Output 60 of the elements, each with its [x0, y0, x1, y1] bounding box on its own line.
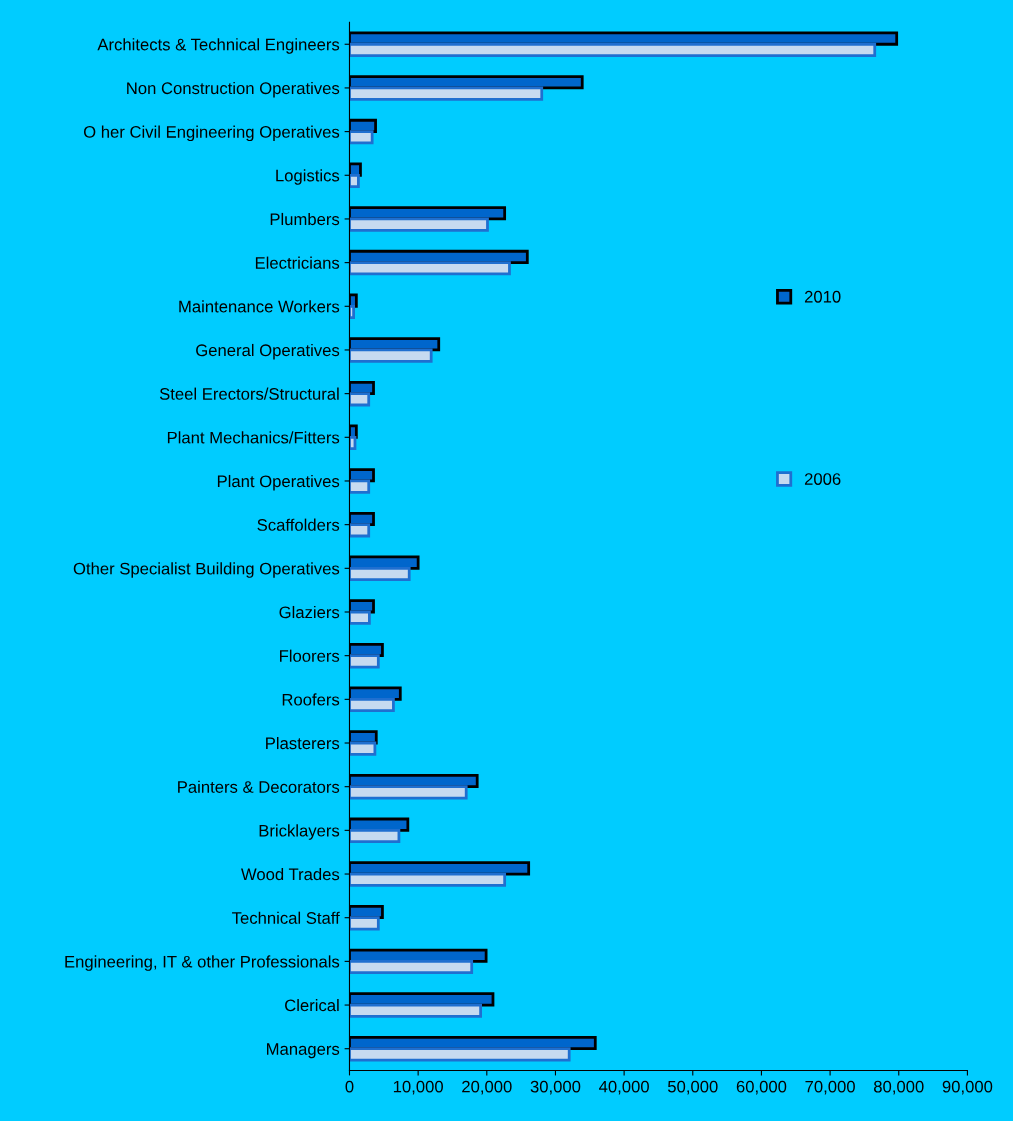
bar — [349, 479, 371, 494]
bar — [349, 785, 468, 800]
bar — [349, 523, 371, 538]
y-tick-label: Scaffolders — [257, 518, 340, 531]
bar — [349, 697, 395, 713]
y-tick-label: Engineering, IT & other Professionals — [65, 955, 340, 971]
y-tick-label: Plant Operatives — [217, 474, 340, 491]
y-tick-label: Maintenance Workers — [179, 300, 340, 313]
y-tick-label: Bricklayers — [259, 824, 340, 840]
bar — [349, 348, 433, 363]
bar — [349, 304, 355, 320]
bar — [349, 872, 507, 887]
y-tick-label: Plumbers — [270, 212, 340, 226]
bar — [349, 828, 401, 844]
bar — [349, 261, 511, 276]
y-tick-label: Plant Mechanics/Fitters — [167, 431, 340, 444]
y-tick-label: General Operatives — [196, 343, 340, 360]
y-tick-label: Managers — [267, 1043, 340, 1059]
x-tick-label: 80,000 — [873, 1080, 924, 1095]
x-tick-label: 0 — [345, 1080, 354, 1093]
bar — [349, 959, 474, 975]
x-tick-label: 70,000 — [805, 1080, 855, 1095]
bar — [349, 86, 544, 101]
bar — [349, 435, 357, 451]
bar — [349, 173, 360, 189]
x-tick-label: 10,000 — [393, 1080, 443, 1095]
bar — [349, 610, 371, 625]
x-tick-label: 20,000 — [462, 1080, 512, 1095]
bar — [349, 392, 371, 407]
y-tick-label: Other Specialist Building Operatives — [73, 562, 340, 578]
bar — [349, 1003, 483, 1018]
y-tick-label: Wood Trades — [241, 867, 340, 881]
y-tick-label: Electricians — [255, 256, 340, 269]
bar — [349, 654, 380, 669]
legend-label: 2010 — [804, 290, 841, 303]
y-tick-label: Non Construction Operatives — [127, 81, 340, 98]
y-tick-label: Roofers — [282, 693, 340, 706]
x-tick-label: 40,000 — [599, 1080, 649, 1095]
y-tick-label: Plasterers — [266, 736, 340, 750]
y-tick-label: Glaziers — [279, 605, 340, 619]
y-tick-label: Floorers — [280, 649, 340, 662]
bar — [349, 42, 877, 57]
x-tick-label: 90,000 — [942, 1080, 993, 1095]
bar — [349, 130, 374, 145]
y-tick-label: Architects & Technical Engineers — [97, 38, 340, 54]
x-tick-label: 50,000 — [667, 1080, 718, 1095]
bar — [349, 1047, 571, 1062]
bar — [349, 566, 411, 582]
bar — [349, 217, 489, 232]
y-tick-label: Steel Erectors/Structural — [159, 387, 339, 400]
y-tick-label: Clerical — [285, 999, 339, 1012]
y-tick-label: Technical Staff — [232, 911, 340, 924]
y-tick-label: O her Civil Engineering Operatives — [83, 125, 340, 142]
y-tick-label: Logistics — [276, 169, 340, 185]
x-tick-label: 30,000 — [530, 1080, 581, 1095]
bar — [349, 916, 380, 931]
y-tick-label: Painters & Decorators — [178, 780, 340, 793]
x-tick-label: 60,000 — [736, 1080, 787, 1095]
bar — [349, 741, 377, 756]
legend-label: 2006 — [804, 473, 841, 485]
